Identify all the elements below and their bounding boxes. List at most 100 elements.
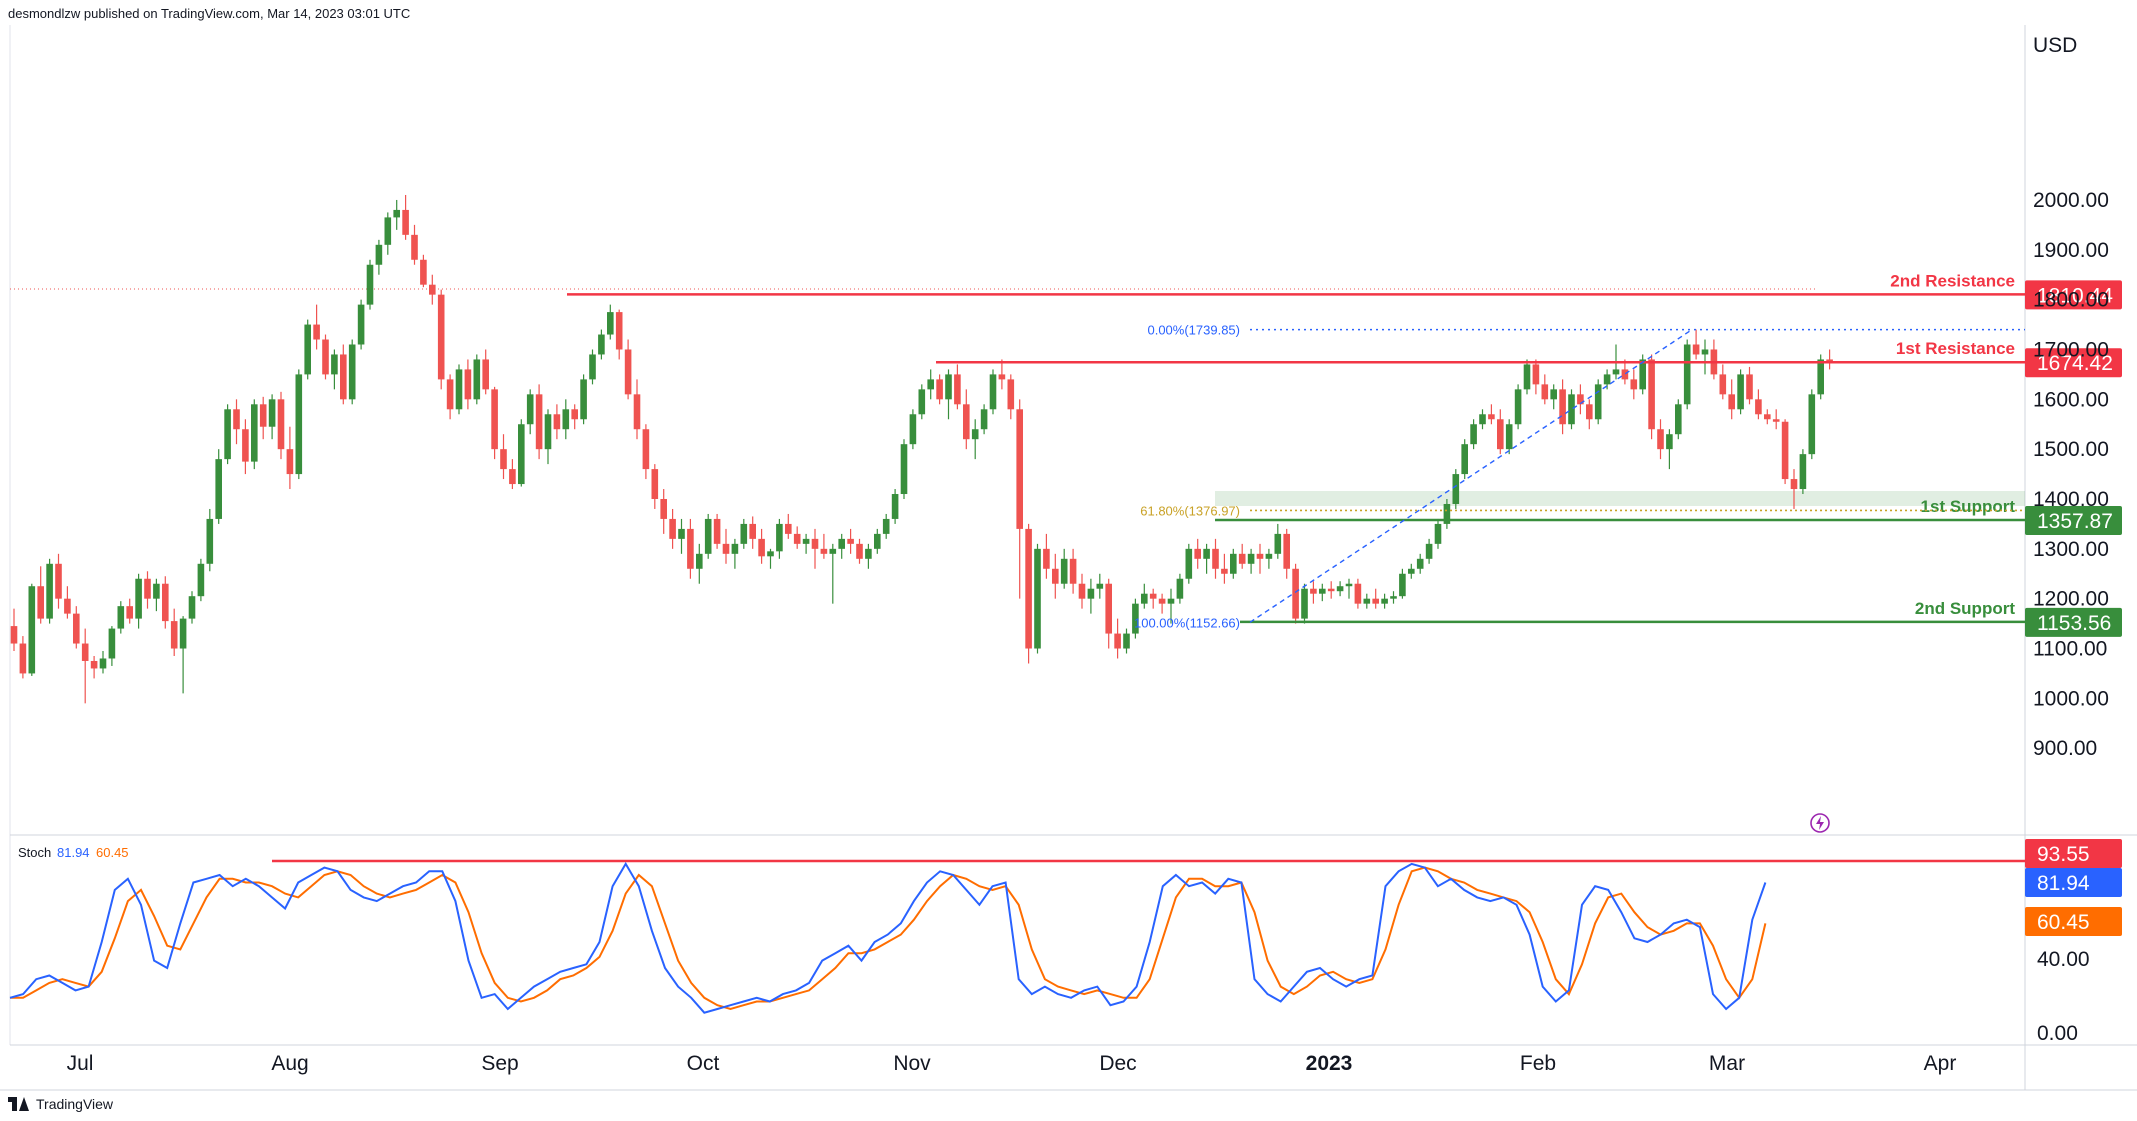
candle bbox=[286, 426, 294, 490]
fib-layer: 0.00%(1739.85) 61.80%(1376.97) 100.00%(115… bbox=[1134, 323, 2025, 630]
candle bbox=[1069, 548, 1077, 594]
candle bbox=[348, 339, 356, 405]
candle bbox=[1301, 583, 1308, 624]
time-tick: Aug bbox=[271, 1052, 308, 1075]
candle bbox=[1247, 548, 1255, 574]
candle bbox=[197, 558, 205, 602]
candle bbox=[1390, 591, 1397, 604]
stoch-tick-0: 0.00 bbox=[2037, 1022, 2078, 1045]
candle bbox=[1114, 618, 1121, 659]
candle bbox=[1105, 578, 1112, 649]
candle bbox=[55, 553, 62, 609]
candle bbox=[331, 349, 338, 390]
candle bbox=[375, 239, 383, 275]
candle bbox=[1087, 578, 1095, 614]
candle bbox=[945, 369, 952, 420]
candle bbox=[1381, 593, 1388, 609]
candle bbox=[108, 626, 116, 666]
candle bbox=[233, 399, 240, 445]
candle bbox=[882, 513, 890, 539]
candle bbox=[1586, 399, 1593, 430]
candle bbox=[678, 518, 685, 554]
candle bbox=[1443, 499, 1451, 529]
candle bbox=[473, 354, 481, 405]
candle bbox=[1764, 409, 1771, 425]
candle bbox=[963, 389, 970, 450]
time-axis[interactable]: Jul Aug Sep Oct Nov Dec 2023 Feb Mar Apr bbox=[67, 1052, 1957, 1075]
candle bbox=[1132, 598, 1139, 639]
levels-layer: 2nd Resistance 1810.44 1st Resistance 1674.… bbox=[567, 271, 2122, 637]
candle bbox=[927, 369, 934, 400]
price-tick: 1400.00 bbox=[2033, 488, 2109, 511]
time-tick: Apr bbox=[1924, 1052, 1957, 1075]
level-badge bbox=[2025, 280, 2122, 310]
stoch-k-value: 81.94 bbox=[57, 845, 90, 860]
candle bbox=[954, 364, 961, 410]
lightning-icon[interactable] bbox=[1810, 813, 1830, 833]
candle bbox=[696, 543, 703, 584]
time-tick: Oct bbox=[687, 1052, 720, 1075]
candle bbox=[891, 489, 899, 524]
candle bbox=[1577, 384, 1584, 415]
candle bbox=[1692, 329, 1700, 360]
candle bbox=[1399, 568, 1406, 599]
candle bbox=[589, 349, 596, 385]
stoch-tick-40: 40.00 bbox=[2037, 948, 2090, 971]
candle bbox=[384, 212, 392, 255]
candle bbox=[936, 374, 943, 405]
price-tick: 1200.00 bbox=[2033, 588, 2109, 611]
candle bbox=[838, 533, 845, 559]
candle bbox=[1123, 628, 1130, 654]
time-tick: Dec bbox=[1099, 1052, 1136, 1075]
candle bbox=[687, 518, 694, 579]
candle bbox=[1505, 419, 1513, 455]
candle bbox=[28, 583, 36, 676]
candle bbox=[1203, 543, 1210, 574]
time-tick: 2023 bbox=[1306, 1052, 1353, 1075]
candle bbox=[1781, 419, 1789, 485]
price-axis[interactable]: 2000.00 1900.00 1800.00 1700.00 1600.00 1500.… bbox=[2033, 189, 2109, 760]
level-badge-text: 1810.44 bbox=[2037, 284, 2113, 307]
candle bbox=[553, 404, 561, 440]
stoch-k-line bbox=[9, 861, 1767, 1014]
candle bbox=[642, 424, 650, 480]
candle bbox=[1541, 374, 1549, 405]
candle bbox=[1176, 573, 1184, 604]
candle bbox=[1559, 379, 1566, 435]
price-tick: 2000.00 bbox=[2033, 189, 2109, 212]
price-tick: 1000.00 bbox=[2033, 687, 2109, 710]
candle bbox=[242, 419, 249, 475]
candle bbox=[874, 528, 881, 554]
candle bbox=[402, 194, 409, 240]
stoch-level-badge-text: 93.55 bbox=[2037, 843, 2090, 866]
candle bbox=[802, 533, 810, 554]
stoch-label[interactable]: Stoch bbox=[18, 845, 51, 860]
candle bbox=[1434, 518, 1442, 549]
candle bbox=[704, 513, 712, 559]
candle bbox=[491, 386, 498, 460]
fib-label-0: 0.00%(1739.85) bbox=[1147, 323, 1240, 338]
candle bbox=[64, 586, 71, 619]
candle bbox=[1034, 543, 1041, 654]
fib-trend-line[interactable] bbox=[1249, 329, 1693, 623]
candle bbox=[1488, 404, 1495, 425]
level-badge-text: 1357.87 bbox=[2037, 510, 2113, 533]
time-tick: Jul bbox=[67, 1052, 94, 1075]
candle bbox=[989, 369, 997, 415]
candle bbox=[793, 526, 801, 549]
candle bbox=[295, 369, 303, 480]
candle bbox=[1167, 588, 1175, 624]
level-badge bbox=[2025, 607, 2122, 637]
candle bbox=[571, 404, 578, 430]
candle bbox=[998, 359, 1006, 390]
fib-label-618: 61.80%(1376.97) bbox=[1140, 503, 1240, 518]
level-badge-text: 1674.42 bbox=[2037, 352, 2113, 375]
candle bbox=[1363, 593, 1371, 609]
tradingview-footer[interactable]: TradingView bbox=[8, 1096, 113, 1112]
candle bbox=[313, 304, 320, 350]
candle bbox=[1826, 349, 1833, 370]
publish-info: desmondlzw published on TradingView.com,… bbox=[8, 6, 411, 21]
stoch-d-line bbox=[10, 866, 1767, 1011]
candle bbox=[73, 606, 80, 649]
